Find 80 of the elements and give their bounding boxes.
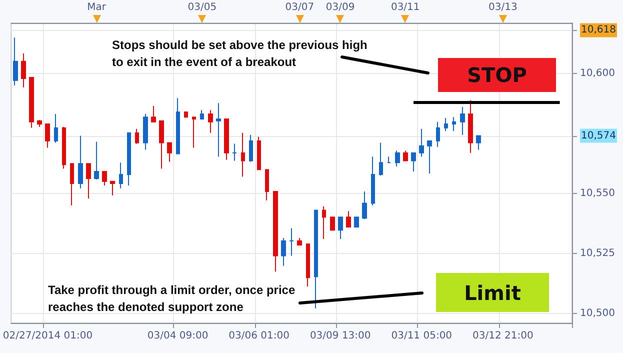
candlestick	[159, 120, 164, 170]
candlestick	[119, 162, 123, 189]
candlestick	[379, 142, 383, 176]
candlestick	[460, 106, 465, 136]
candlestick	[444, 118, 448, 132]
candlestick	[289, 228, 294, 256]
candlestick	[192, 116, 196, 148]
text: Mar	[87, 2, 106, 13]
candlestick	[306, 244, 310, 288]
candlestick	[94, 141, 99, 180]
candlestick	[151, 106, 156, 122]
x-tick-label: 03/06 01:00	[228, 330, 290, 342]
candlestick	[86, 163, 91, 199]
candlestick	[249, 134, 253, 162]
candlestick	[62, 126, 66, 170]
candlestick	[322, 206, 326, 240]
candlestick	[354, 216, 359, 228]
candlestick	[135, 128, 139, 144]
candlestick	[281, 238, 286, 266]
x-tick-label: 03/12 21:00	[472, 330, 534, 342]
candlestick	[338, 216, 343, 240]
candlestick	[273, 190, 278, 272]
candlestick	[224, 118, 229, 160]
candlestick	[208, 110, 213, 134]
candlestick	[200, 110, 204, 120]
candlestick	[403, 150, 408, 162]
candlestick	[371, 156, 375, 206]
candlestick	[427, 140, 432, 174]
candlestick	[452, 116, 456, 132]
candlestick	[314, 210, 318, 309]
text: 03/05	[188, 2, 217, 13]
candlestick	[54, 113, 58, 144]
y-tick-label: 10,550	[580, 188, 615, 199]
candlestick	[476, 135, 481, 150]
candlestick	[13, 37, 18, 86]
candlestick	[102, 171, 107, 186]
candlestick	[436, 121, 440, 148]
candlestick	[167, 142, 172, 162]
candlestick	[176, 98, 180, 154]
text: 03/13	[488, 2, 518, 13]
y-tick-label: 10,600	[580, 68, 615, 79]
candlestick	[346, 210, 351, 228]
candlestick	[37, 119, 42, 128]
y-tick-label: 10,574	[581, 130, 616, 142]
candlestick	[419, 128, 424, 158]
y-tick-label: 10,618	[581, 24, 616, 36]
candlestick	[297, 238, 302, 246]
text: 03/11	[390, 2, 420, 13]
x-tick-label: 02/27/2014 01:00	[2, 330, 93, 342]
candlestick	[468, 100, 473, 154]
candlestick	[395, 150, 400, 168]
candlestick	[387, 156, 391, 164]
candlestick	[241, 132, 245, 178]
candlestick	[216, 102, 221, 158]
candlestick	[232, 143, 237, 162]
annotation: Limit	[436, 273, 549, 312]
candlestick	[143, 113, 148, 150]
candlestick	[362, 190, 367, 220]
x-tick-label: 03/11 05:00	[391, 330, 452, 342]
y-tick-label: 10,525	[580, 248, 615, 259]
y-tick-label: 10,500	[580, 308, 615, 319]
text: 03/09	[326, 2, 355, 13]
candlestick	[330, 216, 335, 231]
candlestick	[29, 76, 34, 128]
candlestick	[21, 52, 26, 88]
candlestick	[257, 136, 261, 170]
candlestick	[110, 180, 115, 196]
x-tick-label: 03/04 09:00	[147, 330, 208, 342]
text: 03/07	[285, 2, 314, 13]
annotation: STOP	[438, 58, 556, 92]
candlestick	[45, 124, 50, 148]
x-tick-label: 03/09 13:00	[310, 330, 371, 342]
candlestick	[184, 112, 188, 118]
candlestick	[70, 163, 74, 206]
annotation: Take profit through a limit order, once price reaches the denoted support zone	[48, 282, 296, 316]
candlestick	[127, 132, 131, 186]
candlestick	[411, 152, 416, 172]
candlestick	[265, 169, 269, 201]
candlestick	[78, 135, 83, 189]
annotation: Stops should be set above the previous high to exit in the event of a breakout	[112, 37, 368, 71]
